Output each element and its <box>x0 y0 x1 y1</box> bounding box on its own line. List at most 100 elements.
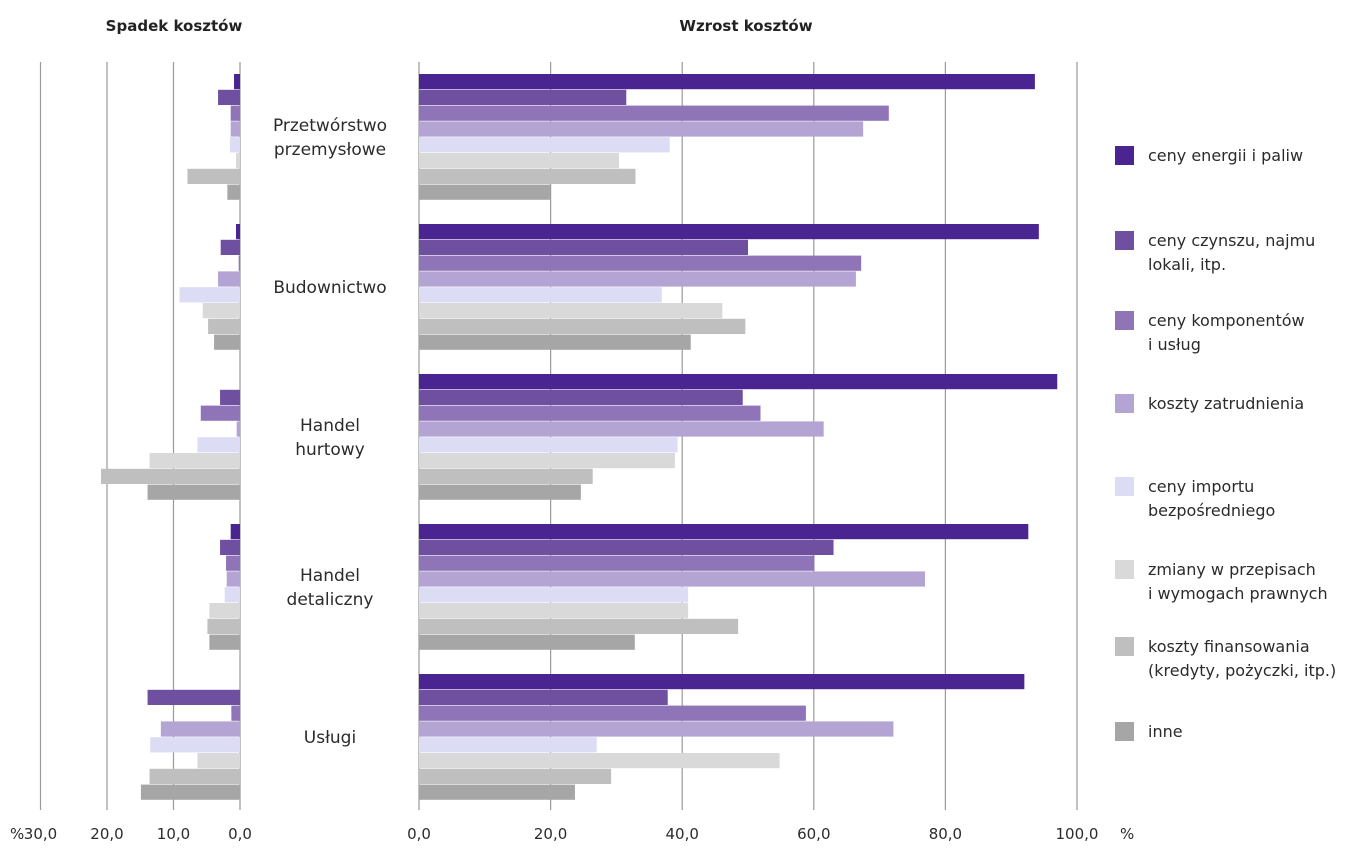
bar-handel-hurtowy-ceny-czynszu-najmu-lokali-itp-increase <box>419 389 743 405</box>
bar-handel-detaliczny-ceny-importu-bezposredniego-decrease <box>224 587 240 603</box>
bar-przetworstwo-przemyslowe-koszty-zatrudnienia-decrease <box>230 121 240 137</box>
bar-uslugi-zmiany-w-przepisach-i-wymogach-prawnych-decrease <box>197 753 240 769</box>
bar-budownictwo-koszty-zatrudnienia-decrease <box>218 271 240 287</box>
legend-swatch <box>1115 394 1134 413</box>
bar-budownictwo-koszty-finansowania-kredyty-pozyczki-itp-decrease <box>208 318 240 334</box>
bar-przetworstwo-przemyslowe-ceny-importu-bezposredniego-decrease <box>230 137 240 153</box>
legend-label: inne <box>1148 722 1183 741</box>
legend-swatch <box>1115 560 1134 579</box>
bar-handel-hurtowy-koszty-zatrudnienia-decrease <box>236 421 240 437</box>
category-label: przemysłowe <box>274 140 386 160</box>
x-tick-label: 0,0 <box>228 825 252 843</box>
legend-label: i usług <box>1148 335 1201 354</box>
bar-handel-detaliczny-inne-increase <box>419 634 635 650</box>
legend-swatch <box>1115 722 1134 741</box>
legend-label: zmiany w przepisach <box>1148 560 1316 579</box>
bar-handel-detaliczny-ceny-importu-bezposredniego-increase <box>419 587 689 603</box>
legend-label: lokali, itp. <box>1148 255 1226 274</box>
category-label: Handel <box>300 566 360 586</box>
bar-uslugi-ceny-importu-bezposredniego-decrease <box>150 737 240 753</box>
bar-handel-hurtowy-ceny-czynszu-najmu-lokali-itp-decrease <box>220 389 240 405</box>
legend-swatch <box>1115 231 1134 250</box>
legend-label: bezpośredniego <box>1148 501 1275 520</box>
x-tick-label: 30,0 <box>24 825 57 843</box>
legend-label: ceny energii i paliw <box>1148 146 1303 165</box>
left-axis-unit: % <box>10 825 24 843</box>
bar-przetworstwo-przemyslowe-inne-decrease <box>227 184 240 200</box>
bar-handel-hurtowy-inne-decrease <box>147 484 240 500</box>
bar-handel-detaliczny-ceny-czynszu-najmu-lokali-itp-decrease <box>220 539 240 555</box>
bar-handel-detaliczny-koszty-finansowania-kredyty-pozyczki-itp-increase <box>419 618 739 634</box>
bar-handel-hurtowy-ceny-importu-bezposredniego-increase <box>419 437 678 453</box>
legend-label: i wymogach prawnych <box>1148 584 1328 603</box>
legend-label: (kredyty, pożyczki, itp.) <box>1148 661 1336 680</box>
x-tick-label: 40,0 <box>665 825 698 843</box>
category-label: Handel <box>300 416 360 436</box>
bar-uslugi-ceny-komponentow-i-uslug-decrease <box>231 705 240 721</box>
x-tick-label: 20,0 <box>90 825 123 843</box>
category-label: Przetwórstwo <box>273 116 387 136</box>
left-tick-labels: 30,0 20,0 10,0 0,0 <box>24 825 252 843</box>
x-tick-label: 20,0 <box>534 825 567 843</box>
bar-budownictwo-koszty-finansowania-kredyty-pozyczki-itp-increase <box>419 318 746 334</box>
bar-handel-detaliczny-koszty-zatrudnienia-decrease <box>226 571 240 587</box>
bar-przetworstwo-przemyslowe-ceny-importu-bezposredniego-increase <box>419 137 670 153</box>
legend-swatch <box>1115 311 1134 330</box>
left-bars <box>101 74 240 800</box>
bar-handel-detaliczny-zmiany-w-przepisach-i-wymogach-prawnych-increase <box>419 603 689 619</box>
bar-handel-hurtowy-zmiany-w-przepisach-i-wymogach-prawnych-decrease <box>149 453 240 469</box>
bar-handel-hurtowy-koszty-zatrudnienia-increase <box>419 421 824 437</box>
bar-handel-detaliczny-ceny-czynszu-najmu-lokali-itp-increase <box>419 539 834 555</box>
x-tick-label: 100,0 <box>1056 825 1099 843</box>
category-label: detaliczny <box>287 590 374 610</box>
bar-uslugi-ceny-energii-i-paliw-increase <box>419 674 1025 690</box>
bar-uslugi-zmiany-w-przepisach-i-wymogach-prawnych-increase <box>419 753 780 769</box>
legend-label: koszty finansowania <box>1148 637 1310 656</box>
category-label: Budownictwo <box>273 278 386 298</box>
legend-label: ceny komponentów <box>1148 311 1305 330</box>
bar-przetworstwo-przemyslowe-ceny-energii-i-paliw-decrease <box>234 74 240 90</box>
right-bars <box>419 74 1058 800</box>
bar-handel-detaliczny-ceny-komponentow-i-uslug-decrease <box>226 555 240 571</box>
bar-budownictwo-zmiany-w-przepisach-i-wymogach-prawnych-decrease <box>202 303 240 319</box>
bar-przetworstwo-przemyslowe-ceny-komponentow-i-uslug-decrease <box>230 105 240 121</box>
bar-handel-detaliczny-zmiany-w-przepisach-i-wymogach-prawnych-decrease <box>209 603 240 619</box>
bar-budownictwo-zmiany-w-przepisach-i-wymogach-prawnych-increase <box>419 303 723 319</box>
bar-handel-hurtowy-ceny-komponentow-i-uslug-decrease <box>200 405 240 421</box>
bar-budownictwo-ceny-czynszu-najmu-lokali-itp-decrease <box>220 239 240 255</box>
bar-handel-hurtowy-ceny-energii-i-paliw-increase <box>419 374 1058 390</box>
bar-handel-hurtowy-zmiany-w-przepisach-i-wymogach-prawnych-increase <box>419 453 675 469</box>
bar-handel-detaliczny-inne-decrease <box>209 634 240 650</box>
bar-przetworstwo-przemyslowe-koszty-finansowania-kredyty-pozyczki-itp-increase <box>419 168 636 184</box>
bar-budownictwo-ceny-czynszu-najmu-lokali-itp-increase <box>419 239 748 255</box>
right-tick-labels: 0,0 20,0 40,0 60,0 80,0 100,0 <box>407 825 1098 843</box>
left-panel-title: Spadek kosztów <box>106 17 243 35</box>
bar-przetworstwo-przemyslowe-zmiany-w-przepisach-i-wymogach-prawnych-increase <box>419 153 620 169</box>
bar-przetworstwo-przemyslowe-koszty-zatrudnienia-increase <box>419 121 864 137</box>
bar-budownictwo-koszty-zatrudnienia-increase <box>419 271 856 287</box>
bar-przetworstwo-przemyslowe-ceny-energii-i-paliw-increase <box>419 74 1035 90</box>
bar-budownictwo-ceny-energii-i-paliw-increase <box>419 224 1039 240</box>
bar-uslugi-ceny-importu-bezposredniego-increase <box>419 737 597 753</box>
right-axis-unit: % <box>1120 825 1134 843</box>
legend-label: koszty zatrudnienia <box>1148 394 1304 413</box>
bar-przetworstwo-przemyslowe-ceny-czynszu-najmu-lokali-itp-increase <box>419 89 627 105</box>
bar-uslugi-koszty-finansowania-kredyty-pozyczki-itp-increase <box>419 768 612 784</box>
bar-budownictwo-ceny-energii-i-paliw-decrease <box>236 224 240 240</box>
bar-handel-hurtowy-koszty-finansowania-kredyty-pozyczki-itp-increase <box>419 468 593 484</box>
x-tick-label: 10,0 <box>157 825 190 843</box>
bar-handel-detaliczny-koszty-zatrudnienia-increase <box>419 571 926 587</box>
x-tick-label: 60,0 <box>797 825 830 843</box>
bar-handel-hurtowy-koszty-finansowania-kredyty-pozyczki-itp-decrease <box>101 468 240 484</box>
bar-handel-hurtowy-ceny-komponentow-i-uslug-increase <box>419 405 761 421</box>
bar-handel-hurtowy-inne-increase <box>419 484 581 500</box>
bar-uslugi-inne-increase <box>419 784 575 800</box>
bar-uslugi-inne-decrease <box>140 784 240 800</box>
bar-uslugi-koszty-zatrudnienia-decrease <box>160 721 240 737</box>
bar-budownictwo-ceny-komponentow-i-uslug-decrease <box>238 255 240 271</box>
bar-przetworstwo-przemyslowe-ceny-komponentow-i-uslug-increase <box>419 105 889 121</box>
legend-swatch <box>1115 146 1134 165</box>
legend-swatch <box>1115 477 1134 496</box>
x-tick-label: 80,0 <box>929 825 962 843</box>
bar-budownictwo-ceny-importu-bezposredniego-decrease <box>179 287 240 303</box>
